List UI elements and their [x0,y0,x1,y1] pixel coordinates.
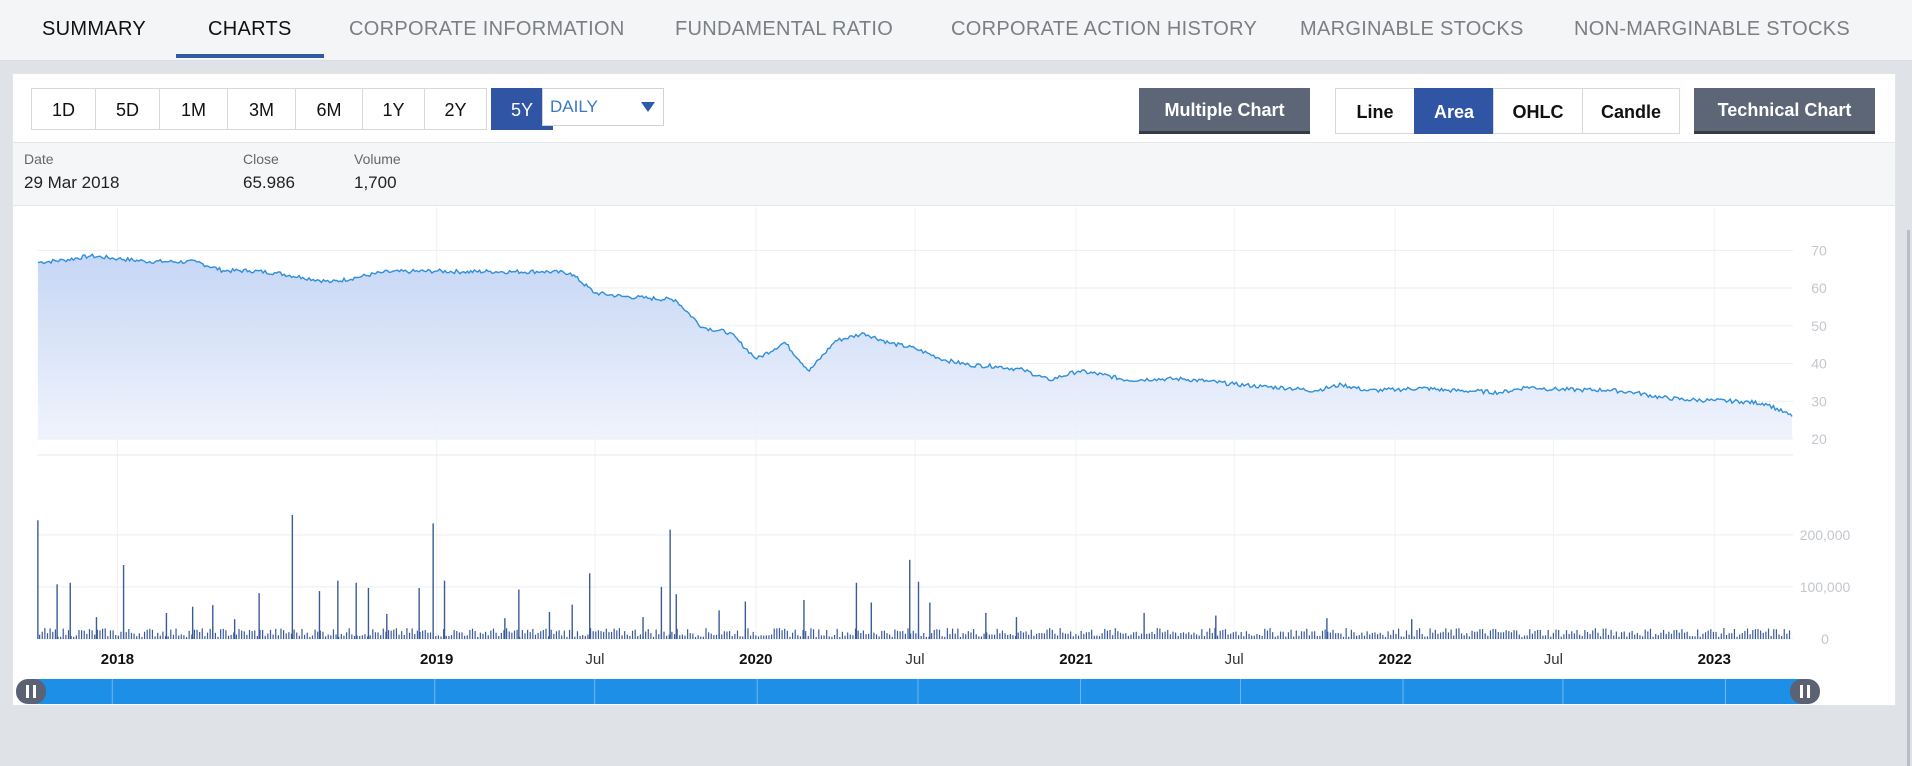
info-date-label: Date [24,151,54,167]
navigator-right-handle[interactable] [1790,679,1820,704]
x-axis-tick-label: 2020 [739,651,772,668]
tab-charts[interactable]: CHARTS [176,0,324,58]
info-close-label: Close [243,151,279,167]
series-area-button[interactable]: Area [1414,88,1494,134]
range-6m-button[interactable]: 6M [295,88,363,130]
handle-grip-icon [1790,679,1820,704]
info-close: Close 65.986 [243,151,295,193]
range-1m-button[interactable]: 1M [159,88,228,130]
chart-toolbar: 1D 5D 1M 3M 6M 1Y 2Y 5Y DAILY Multiple C… [13,74,1895,142]
x-axis-tick-label: Jul [905,651,924,668]
series-line-button[interactable]: Line [1335,88,1415,134]
info-volume-value: 1,700 [354,173,397,192]
volume-axis-tick-label: 200,000 [1800,527,1851,543]
price-axis-tick-label: 50 [1811,318,1827,334]
x-axis-tick-label: 2023 [1698,651,1731,668]
range-5d-button[interactable]: 5D [95,88,160,130]
info-date-value: 29 Mar 2018 [24,173,120,192]
interval-select[interactable]: DAILY [542,88,664,126]
price-axis-tick-label: 60 [1811,280,1827,296]
technical-chart-button[interactable]: Technical Chart [1694,88,1875,134]
price-area-fill [37,254,1793,439]
price-axis-tick-label: 30 [1811,393,1827,409]
x-axis-tick-label: Jul [1544,651,1563,668]
price-series-line [37,253,1793,417]
chevron-down-icon [641,102,655,112]
info-close-value: 65.986 [243,173,295,192]
info-date: Date 29 Mar 2018 [24,151,119,193]
volume-axis-tick-label: 0 [1821,631,1829,647]
handle-grip-line [1807,685,1810,698]
x-axis-tick-label: 2021 [1059,651,1092,668]
tab-non-marginable-stocks[interactable]: NON-MARGINABLE STOCKS [1574,18,1850,40]
handle-grip-line [1800,685,1803,698]
chart-card: 1D 5D 1M 3M 6M 1Y 2Y 5Y DAILY Multiple C… [12,73,1896,706]
tab-corporate-action-history[interactable]: CORPORATE ACTION HISTORY [951,18,1258,40]
x-axis-tick-label: 2018 [101,651,134,668]
info-volume-label: Volume [354,151,401,167]
series-candle-button[interactable]: Candle [1582,88,1680,134]
page-scrollbar[interactable] [1907,230,1910,766]
multiple-chart-button[interactable]: Multiple Chart [1139,88,1310,134]
volume-axis-tick-label: 100,000 [1800,579,1851,595]
range-1d-button[interactable]: 1D [31,88,96,130]
interval-value: DAILY [550,97,598,116]
series-ohlc-button[interactable]: OHLC [1493,88,1583,134]
tab-fundamental-ratio[interactable]: FUNDAMENTAL RATIO [675,18,894,40]
navigator-left-handle[interactable] [16,679,46,704]
stock-chart[interactable]: 20 30 40 50 60 70 0 100,000 200,000 2018 2019 Jul 20… [13,74,1895,705]
x-axis-tick-label: 2022 [1378,651,1411,668]
handle-grip-line [33,685,36,698]
tab-marginable-stocks[interactable]: MARGINABLE STOCKS [1300,18,1524,40]
tab-corporate-information[interactable]: CORPORATE INFORMATION [349,18,625,40]
x-axis-tick-label: Jul [1225,651,1244,668]
handle-grip-icon [16,679,46,704]
range-2y-button[interactable]: 2Y [424,88,487,130]
price-axis-tick-label: 20 [1811,431,1827,447]
info-volume: Volume 1,700 [354,151,401,193]
tab-summary[interactable]: SUMMARY [42,18,146,40]
x-axis-tick-label: 2019 [420,651,453,668]
handle-grip-line [26,685,29,698]
price-axis-tick-label: 40 [1811,356,1827,372]
tooltip-info-bar: Date 29 Mar 2018 Close 65.986 Volume 1,7… [13,142,1895,206]
tab-bar: SUMMARY CHARTS CORPORATE INFORMATION FUN… [0,0,1912,61]
price-axis-tick-label: 70 [1811,242,1827,258]
x-axis-tick-label: Jul [585,651,604,668]
